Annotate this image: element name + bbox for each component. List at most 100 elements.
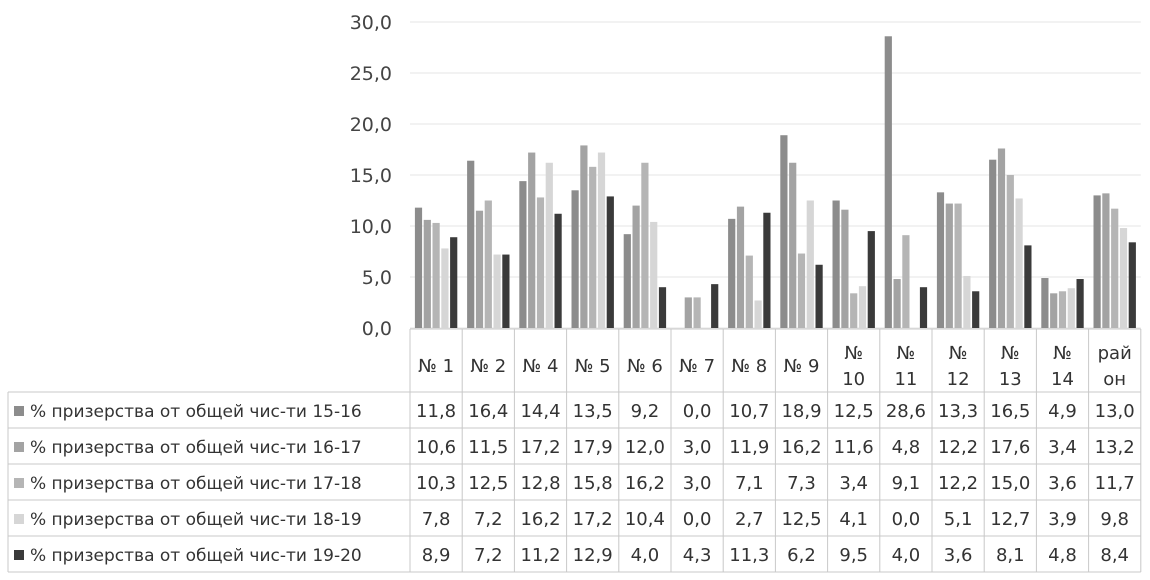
- data-table-value: 3,0: [683, 473, 712, 494]
- data-table-value: 10,3: [416, 473, 456, 494]
- bar: [597, 152, 606, 328]
- bars: [414, 36, 1136, 328]
- bar: [528, 152, 536, 328]
- data-table-value: 13,2: [1095, 437, 1135, 458]
- bar: [1128, 242, 1136, 328]
- data-table-value: 11,6: [834, 437, 874, 458]
- y-tick-label: 30,0: [350, 12, 392, 34]
- bar: [936, 192, 945, 328]
- data-table-value: 15,0: [990, 473, 1030, 494]
- bar: [641, 162, 649, 328]
- data-table-value: 16,2: [520, 509, 560, 530]
- bar: [606, 196, 614, 328]
- bar: [745, 255, 753, 328]
- data-table-value: 16,4: [468, 401, 508, 422]
- data-table-value: 11,2: [520, 545, 560, 566]
- bar: [858, 286, 867, 328]
- data-table-value: 0,0: [683, 401, 712, 422]
- category-label: № 9: [784, 356, 820, 377]
- bar: [997, 148, 1006, 328]
- bar: [850, 293, 858, 328]
- bar: [589, 166, 597, 328]
- data-table-value: 13,0: [1095, 401, 1135, 422]
- bar: [806, 200, 814, 328]
- data-table-value: 17,2: [520, 437, 560, 458]
- data-table-value: 11,8: [416, 401, 456, 422]
- category-label: № 5: [575, 356, 611, 377]
- bar: [945, 203, 953, 328]
- category-label: №: [844, 343, 863, 364]
- data-table-value: 3,6: [1048, 473, 1077, 494]
- data-table-value: 10,4: [625, 509, 665, 530]
- data-table-value: 8,1: [996, 545, 1025, 566]
- data-table-value: 11,5: [468, 437, 508, 458]
- bar: [658, 287, 667, 328]
- data-table-value: 16,2: [781, 437, 821, 458]
- bar: [919, 287, 928, 328]
- bar: [789, 162, 797, 328]
- data-table-value: 17,2: [573, 509, 613, 530]
- data-table-value: 9,8: [1100, 509, 1129, 530]
- legend-swatch: [14, 550, 24, 560]
- category-label: 10: [842, 369, 865, 390]
- bar: [484, 200, 492, 328]
- bar: [536, 197, 545, 328]
- data-table-value: 15,8: [573, 473, 613, 494]
- bar: [728, 218, 736, 328]
- data-table-value: 7,2: [474, 545, 503, 566]
- legend-label: % призерства от общей чис-ти 16-17: [30, 438, 362, 458]
- category-label: 14: [1051, 369, 1074, 390]
- y-tick-label: 5,0: [362, 267, 392, 289]
- bar: [711, 284, 719, 328]
- bar: [623, 234, 631, 328]
- data-table-value: 12,2: [938, 437, 978, 458]
- data-table-value: 9,2: [631, 401, 660, 422]
- bar: [580, 145, 588, 328]
- bar: [1024, 245, 1032, 328]
- data-table: № 1 № 2 № 4 № 5 № 6 № 7 № 8 № 9 № 10 № 11 № 12 № 13 № 14 р…: [7, 328, 1142, 573]
- y-tick-label: 15,0: [350, 165, 392, 187]
- data-table-value: 11,7: [1095, 473, 1135, 494]
- y-tick-label: 20,0: [350, 114, 392, 136]
- data-table-value: 4,8: [1048, 545, 1077, 566]
- data-table-value: 7,8: [422, 509, 451, 530]
- data-table-value: 4,9: [1048, 401, 1077, 422]
- bar: [1102, 193, 1110, 328]
- data-table-value: 2,7: [735, 509, 764, 530]
- bar: [763, 212, 771, 328]
- data-table-value: 7,2: [474, 509, 503, 530]
- data-table-value: 8,4: [1100, 545, 1129, 566]
- bar: [754, 300, 762, 328]
- bar: [432, 222, 440, 328]
- category-label: №: [949, 343, 968, 364]
- data-table-value: 10,7: [729, 401, 769, 422]
- data-table-value: 13,5: [573, 401, 613, 422]
- bar: [414, 207, 423, 328]
- y-axis: 0,0 5,0 10,0 15,0 20,0 25,0 30,0: [350, 12, 392, 340]
- y-tick-label: 0,0: [362, 318, 392, 340]
- data-table-value: 3,4: [839, 473, 868, 494]
- category-label: № 8: [731, 356, 767, 377]
- bar: [1050, 293, 1058, 328]
- legend-label: % призерства от общей чис-ти 15-16: [30, 402, 362, 422]
- data-table-value: 3,0: [683, 437, 712, 458]
- bar: [475, 210, 484, 328]
- legend-swatch: [14, 478, 24, 488]
- bar: [867, 231, 875, 328]
- data-table-value: 12,2: [938, 473, 978, 494]
- data-table-value: 8,9: [422, 545, 451, 566]
- data-table-value: 0,0: [892, 509, 921, 530]
- data-table-value: 17,9: [573, 437, 613, 458]
- bar: [1015, 198, 1023, 328]
- bar: [441, 248, 449, 328]
- category-label: № 7: [679, 356, 715, 377]
- data-table-value: 4,3: [683, 545, 712, 566]
- bar: [884, 36, 892, 328]
- data-table-value: 3,9: [1048, 509, 1077, 530]
- data-table-value: 13,3: [938, 401, 978, 422]
- data-table-value: 12,9: [573, 545, 613, 566]
- data-table-value: 17,6: [990, 437, 1030, 458]
- category-label: 12: [947, 369, 970, 390]
- data-table-value: 18,9: [781, 401, 821, 422]
